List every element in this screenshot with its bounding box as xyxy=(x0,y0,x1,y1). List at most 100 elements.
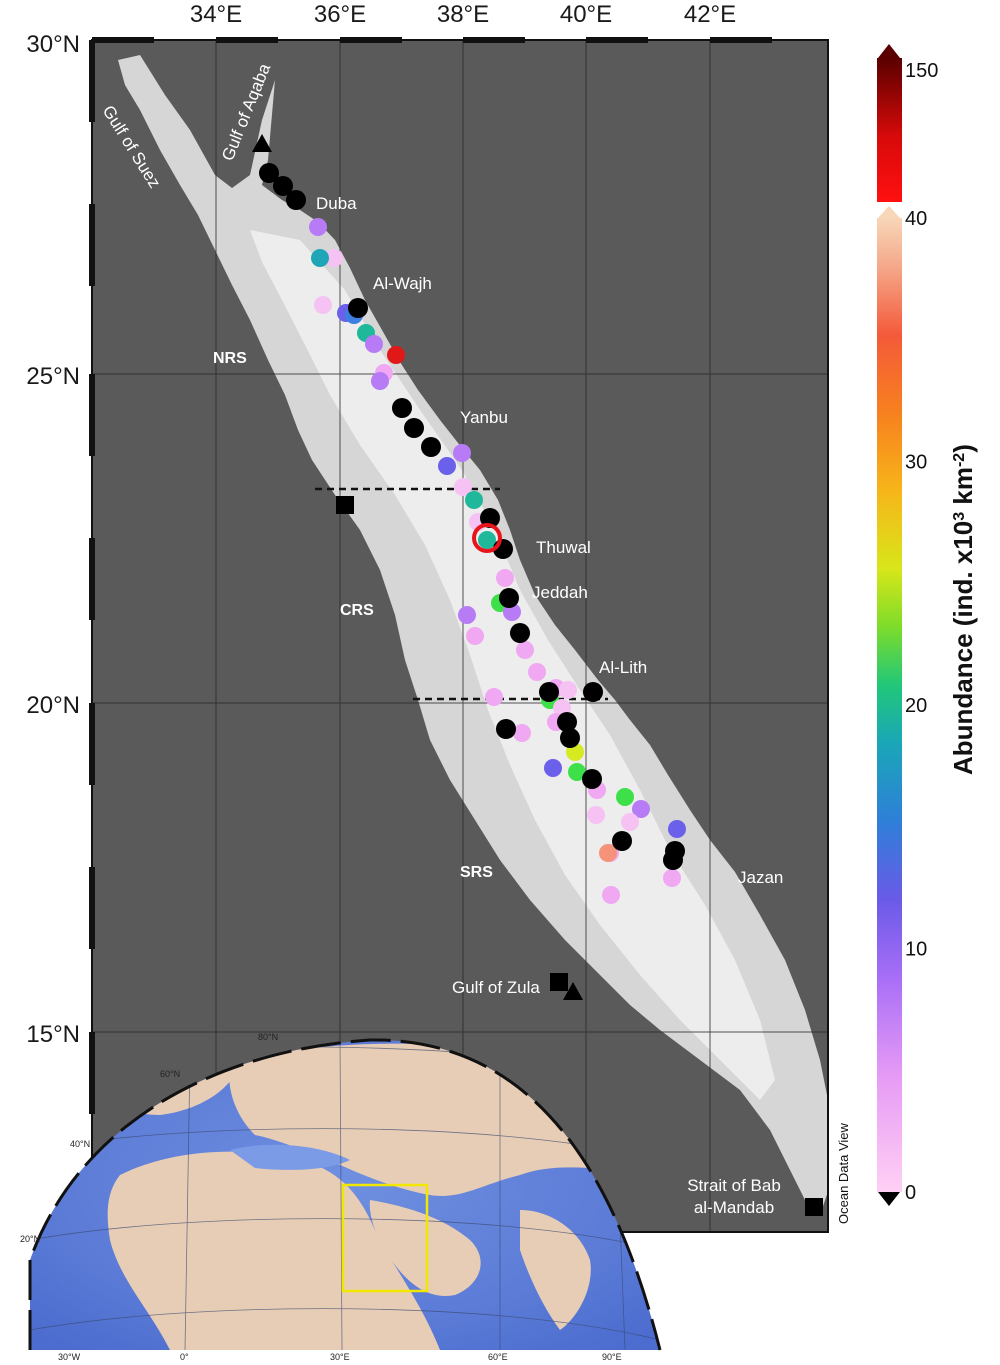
station-marker xyxy=(599,844,617,862)
station-marker xyxy=(528,663,546,681)
top-axis-ticks xyxy=(92,37,772,43)
station-marker xyxy=(314,296,332,314)
label-gulf-of-zula: Gulf of Zula xyxy=(452,978,540,997)
station-marker xyxy=(663,869,681,887)
colorbar-tick-label: 150 xyxy=(905,60,938,82)
station-marker xyxy=(371,372,389,390)
station-marker-black xyxy=(286,190,306,210)
left-axis-ticks xyxy=(89,40,95,1114)
lon-tick-label: 38°E xyxy=(437,1,489,28)
latitude-labels: 30°N 25°N 20°N 15°N xyxy=(26,31,80,1048)
lat-tick-label: 15°N xyxy=(26,1021,80,1048)
label-jazan: Jazan xyxy=(738,868,783,887)
station-marker xyxy=(496,569,514,587)
lon-tick-label: 40°E xyxy=(560,1,612,28)
globe-lon-label: 0° xyxy=(180,1352,189,1362)
longitude-labels: 34°E 36°E 38°E 40°E 42°E xyxy=(190,1,736,28)
station-marker-black xyxy=(273,176,293,196)
station-marker-black xyxy=(560,728,580,748)
lat-tick-label: 30°N xyxy=(26,31,80,58)
station-marker xyxy=(309,218,327,236)
label-nrs: NRS xyxy=(213,350,247,367)
lon-tick-label: 36°E xyxy=(314,1,366,28)
label-crs: CRS xyxy=(340,602,374,619)
station-marker-black xyxy=(663,850,683,870)
square-marker xyxy=(550,973,568,991)
label-yanbu: Yanbu xyxy=(460,408,508,427)
ocean-data-view-credit: Ocean Data View xyxy=(836,1122,851,1224)
station-marker-black xyxy=(348,298,368,318)
triangle-marker xyxy=(563,982,583,1000)
station-marker xyxy=(458,606,476,624)
station-marker-black xyxy=(421,437,441,457)
colorbar-upper-arrow xyxy=(878,44,900,58)
lat-tick-label: 20°N xyxy=(26,692,80,719)
station-marker xyxy=(668,820,686,838)
station-marker-black xyxy=(404,418,424,438)
station-marker xyxy=(513,724,531,742)
highlight-ring xyxy=(472,523,502,553)
station-markers xyxy=(259,163,686,904)
label-al-lith: Al-Lith xyxy=(599,658,647,677)
colorbar-tick-label: 40 xyxy=(905,208,927,230)
station-marker xyxy=(602,886,620,904)
station-marker xyxy=(478,531,496,549)
globe-lon-label: 30°E xyxy=(330,1352,350,1362)
station-marker-black xyxy=(510,623,530,643)
square-marker xyxy=(805,1198,823,1216)
label-jeddah: Jeddah xyxy=(532,583,588,602)
graticule xyxy=(92,40,828,1232)
label-duba: Duba xyxy=(316,194,357,213)
colorbar-upper-segment xyxy=(877,58,902,202)
main-map-area xyxy=(92,40,828,1232)
station-marker-black xyxy=(499,588,519,608)
lat-tick-label: 25°N xyxy=(26,363,80,390)
station-marker xyxy=(568,763,586,781)
globe-lat-label: 40°N xyxy=(70,1139,90,1149)
station-marker xyxy=(621,813,639,831)
colorbar-title: Abundance (ind. x103 km-2) xyxy=(948,444,978,775)
globe-lat-label: 80°N xyxy=(258,1032,278,1042)
station-marker xyxy=(311,249,329,267)
globe-lon-label: 60°E xyxy=(488,1352,508,1362)
colorbar-tick-label: 10 xyxy=(905,939,927,961)
label-al-wajh: Al-Wajh xyxy=(373,274,432,293)
station-marker-black xyxy=(557,712,577,732)
station-marker xyxy=(325,249,343,267)
station-marker xyxy=(559,681,577,699)
station-marker xyxy=(365,335,383,353)
colorbar-tick-label: 0 xyxy=(905,1182,916,1204)
label-bab-al-mandab-line1: Strait of Bab xyxy=(687,1176,781,1195)
globe-outline xyxy=(28,1038,662,1351)
label-thuwal: Thuwal xyxy=(536,538,591,557)
station-marker-black xyxy=(612,831,632,851)
colorbar-lower-segment xyxy=(877,218,902,1192)
station-marker-black xyxy=(392,398,412,418)
abundance-colorbar: 40 30 20 10 0 150 Abundance (ind. x103 km-2) xyxy=(877,44,978,1206)
region-labels: NRS CRS SRS xyxy=(213,350,493,881)
lon-tick-label: 42°E xyxy=(684,1,736,28)
station-marker xyxy=(438,457,456,475)
station-marker xyxy=(465,491,483,509)
station-marker-black xyxy=(259,163,279,183)
colorbar-bottom-arrow xyxy=(878,1192,900,1206)
station-marker-black xyxy=(480,508,500,528)
station-marker-black xyxy=(496,719,516,739)
colorbar-tick-label: 30 xyxy=(905,452,927,474)
lon-tick-label: 34°E xyxy=(190,1,242,28)
station-marker xyxy=(516,641,534,659)
station-marker xyxy=(454,478,472,496)
globe-lon-label: 30°W xyxy=(58,1352,81,1362)
station-marker xyxy=(616,788,634,806)
globe-lat-label: 60°N xyxy=(160,1069,180,1079)
station-marker xyxy=(544,759,562,777)
station-marker xyxy=(453,444,471,462)
globe-lon-label: 90°E xyxy=(602,1352,622,1362)
station-marker-black xyxy=(583,682,603,702)
station-marker xyxy=(466,627,484,645)
red-sea-deep-trough xyxy=(250,230,775,1100)
station-marker-black xyxy=(539,682,559,702)
station-marker-black xyxy=(582,769,602,789)
